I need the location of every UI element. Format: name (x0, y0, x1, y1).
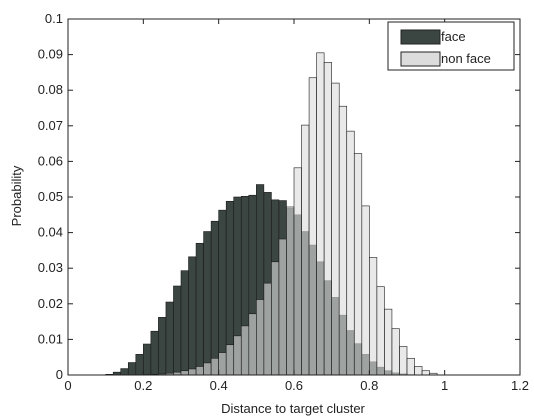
ticks-group: 0 0.2 0.4 0.6 0.8 1 1.2 0 0.01 0.02 0.03 0.04 0.05 0.… (38, 11, 529, 393)
bar-non-face-33 (353, 153, 363, 376)
y-tick-label-5: 0.05 (38, 189, 63, 204)
x-tick-label-5: 1 (441, 378, 448, 393)
bar-face-7 (158, 317, 167, 376)
bar-non-face-30 (331, 82, 340, 376)
y-tick-label-9: 0.09 (38, 47, 63, 62)
bar-non-face-17 (233, 335, 242, 376)
y-tick-label-10: 0.1 (45, 11, 63, 26)
bar-non-face-15 (218, 352, 227, 376)
bar-non-face-29 (323, 62, 332, 376)
bar-non-face-28 (316, 52, 325, 376)
bar-non-face-14 (210, 357, 219, 376)
bar-face-6 (150, 330, 159, 376)
y-tick-label-7: 0.07 (38, 118, 63, 133)
x-tick-label-3: 0.6 (285, 378, 303, 393)
bar-face-15 (218, 209, 227, 376)
bar-non-face-36 (376, 286, 385, 376)
x-axis-title: Distance to target cluster (221, 401, 365, 416)
bar-face-4 (135, 354, 144, 376)
bar-non-face-41 (414, 366, 423, 376)
y-tick-label-4: 0.04 (38, 225, 63, 240)
legend-label-face: face (441, 29, 466, 44)
bar-non-face-39 (399, 346, 408, 376)
x-tick-label-0: 0 (64, 378, 71, 393)
bar-non-face-11 (188, 368, 197, 376)
bar-face-9 (173, 285, 182, 376)
bar-non-face-24 (286, 206, 295, 376)
bar-face-8 (165, 301, 174, 376)
y-tick-label-1: 0.01 (38, 331, 63, 346)
bar-non-face-38 (391, 328, 400, 376)
bar-non-face-20 (256, 299, 265, 376)
bar-face-2 (120, 368, 129, 376)
bar-face-11 (188, 256, 197, 376)
y-tick-label-8: 0.08 (38, 82, 63, 97)
bar-non-face-10 (180, 370, 189, 376)
bar-non-face-19 (248, 313, 257, 376)
bar-non-face-23 (278, 238, 287, 376)
bar-non-face-13 (203, 362, 212, 376)
bar-face-12 (195, 242, 204, 376)
legend-swatch-face (400, 29, 441, 45)
x-tick-label-4: 0.8 (360, 378, 378, 393)
legend-label-non-face: non face (441, 51, 491, 66)
bar-face-13 (203, 231, 212, 376)
bar-non-face-27 (308, 77, 317, 376)
bar-non-face-12 (195, 366, 204, 376)
y-tick-label-3: 0.03 (38, 260, 63, 275)
legend-swatch-non-face (400, 51, 441, 67)
bar-non-face-35 (369, 257, 378, 376)
y-tick-label-6: 0.06 (38, 153, 63, 168)
bar-non-face-34 (361, 205, 370, 376)
bar-face-14 (210, 220, 219, 376)
bar-face-10 (180, 270, 189, 376)
x-tick-label-2: 0.4 (210, 378, 228, 393)
legend: face non face (387, 21, 515, 71)
y-tick-label-2: 0.02 (38, 296, 63, 311)
x-tick-label-6: 1.2 (511, 378, 529, 393)
bar-face-3 (127, 362, 137, 376)
bar-non-face-18 (240, 325, 250, 376)
bar-non-face-26 (301, 124, 310, 376)
bar-non-face-40 (406, 357, 415, 376)
bar-non-face-21 (263, 282, 272, 376)
bar-non-face-22 (271, 261, 280, 376)
bar-non-face-31 (338, 105, 348, 376)
bar-non-face-25 (293, 167, 302, 376)
bar-face-5 (143, 343, 152, 376)
bar-non-face-32 (346, 130, 355, 376)
y-tick-label-0: 0 (56, 367, 63, 382)
bar-non-face-16 (225, 344, 235, 376)
x-tick-label-1: 0.2 (134, 378, 152, 393)
bar-non-face-37 (384, 308, 393, 376)
bar-non-face-42 (421, 370, 430, 376)
y-axis-title: Probability (9, 165, 24, 226)
